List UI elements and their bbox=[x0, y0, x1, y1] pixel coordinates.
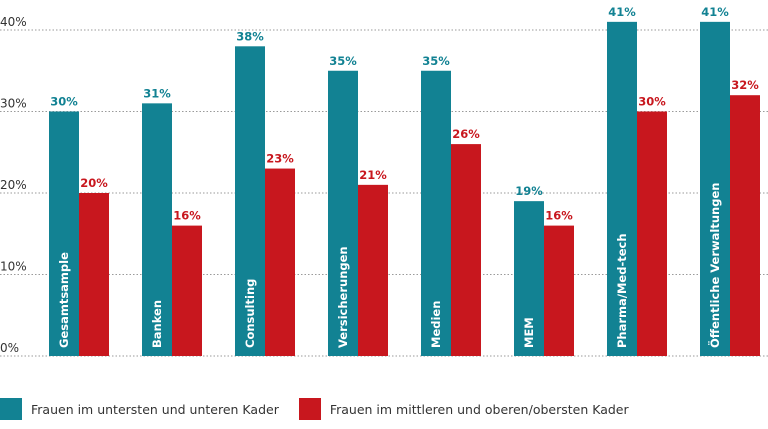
legend-label-series-2: Frauen im mittleren und oberen/obersten … bbox=[329, 401, 629, 417]
value-label: 35% bbox=[422, 54, 450, 68]
value-label: 20% bbox=[80, 176, 108, 190]
legend-item-series-2: Frauen im mittleren und oberen/obersten … bbox=[298, 398, 629, 420]
value-label: 16% bbox=[173, 209, 201, 223]
bar bbox=[514, 201, 544, 356]
legend-item-series-1: Frauen im untersten und unteren Kader bbox=[0, 398, 279, 420]
category-label: Banken bbox=[150, 300, 164, 348]
value-label: 30% bbox=[638, 95, 666, 109]
category-label: Pharma/Med-tech bbox=[615, 233, 629, 348]
y-tick-label: 0% bbox=[0, 341, 19, 355]
legend-swatch-series-2 bbox=[298, 398, 321, 420]
category-label: MEM bbox=[522, 317, 536, 348]
bar-chart: 0% 10% 20% 30% 40% 30% 20% Gesamtsample 31% 16% Ba… bbox=[0, 5, 768, 357]
value-label: 30% bbox=[50, 95, 78, 109]
legend-label-series-1: Frauen im untersten und unteren Kader bbox=[31, 401, 279, 417]
y-tick-label: 10% bbox=[0, 260, 27, 274]
bar bbox=[730, 95, 760, 356]
value-label: 16% bbox=[545, 209, 573, 223]
category-label: Consulting bbox=[243, 279, 257, 348]
bar bbox=[328, 70, 358, 356]
bar bbox=[700, 21, 730, 356]
value-label: 41% bbox=[608, 5, 636, 19]
value-label: 19% bbox=[515, 184, 543, 198]
bar bbox=[421, 70, 451, 356]
bar bbox=[544, 225, 574, 356]
bar bbox=[451, 144, 481, 356]
value-label: 32% bbox=[731, 78, 759, 92]
value-label: 26% bbox=[452, 127, 480, 141]
value-label: 23% bbox=[266, 152, 294, 166]
value-label: 21% bbox=[359, 168, 387, 182]
bar bbox=[172, 225, 202, 356]
legend: Frauen im untersten und unteren Kader Fr… bbox=[0, 398, 649, 420]
category-label: Gesamtsample bbox=[57, 252, 71, 348]
bar bbox=[265, 168, 295, 356]
bar bbox=[235, 46, 265, 357]
bar bbox=[79, 193, 109, 356]
y-tick-label: 30% bbox=[0, 97, 27, 111]
value-label: 41% bbox=[701, 5, 729, 19]
bar bbox=[607, 21, 637, 356]
value-label: 38% bbox=[236, 29, 264, 43]
bar bbox=[49, 111, 79, 356]
y-tick-label: 20% bbox=[0, 178, 27, 192]
bar bbox=[637, 111, 667, 356]
bar bbox=[358, 184, 388, 356]
value-label: 31% bbox=[143, 86, 171, 100]
y-tick-label: 40% bbox=[0, 15, 27, 29]
value-label: 35% bbox=[329, 54, 357, 68]
category-label: Versicherungen bbox=[336, 246, 350, 348]
legend-swatch-series-1 bbox=[0, 398, 22, 420]
category-label: Medien bbox=[429, 301, 443, 348]
bar bbox=[142, 103, 172, 356]
category-label: Öffentliche Verwaltungen bbox=[707, 183, 722, 348]
